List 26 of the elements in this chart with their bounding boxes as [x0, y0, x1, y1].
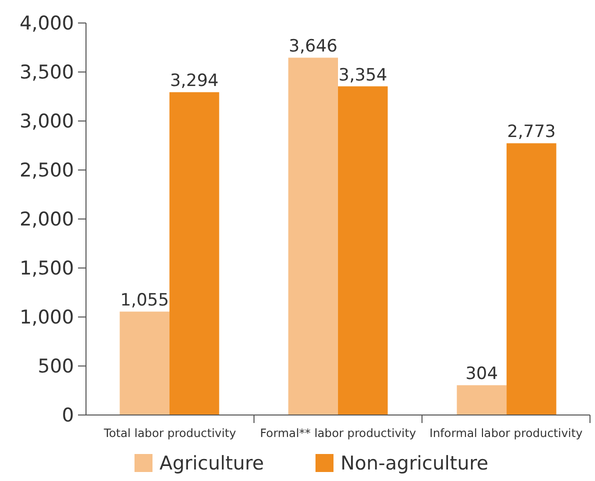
y-tick-label: 1,000	[20, 306, 74, 329]
data-label: 2,773	[507, 122, 556, 142]
y-tick-label: 2,000	[20, 208, 74, 231]
y-tick-label: 3,000	[20, 110, 74, 133]
data-label: 3,646	[288, 36, 338, 57]
y-tick-label: 500	[38, 356, 74, 378]
data-label: 3,294	[170, 71, 219, 92]
y-tick-label: 2,500	[20, 160, 74, 182]
y-tick-label: 1,500	[20, 258, 74, 280]
bar	[288, 58, 338, 415]
x-tick-label: Total labor productivity	[102, 426, 236, 440]
data-label: 1,055	[120, 290, 169, 311]
bar	[456, 385, 507, 415]
y-tick-label: 0	[62, 404, 74, 427]
y-tick-label: 3,500	[20, 62, 74, 84]
x-tick-label: Formal** labor productivity	[260, 426, 416, 440]
x-tick-label: Informal labor productivity	[429, 426, 583, 440]
data-label: 3,354	[338, 65, 388, 86]
data-label: 304	[465, 364, 498, 384]
bar	[169, 92, 220, 415]
legend-label: Non-agriculture	[340, 452, 488, 475]
bar	[506, 143, 556, 415]
bar	[120, 312, 170, 415]
bar	[338, 86, 388, 415]
y-tick-label: 4,000	[20, 12, 74, 35]
legend-label: Agriculture	[160, 452, 264, 475]
